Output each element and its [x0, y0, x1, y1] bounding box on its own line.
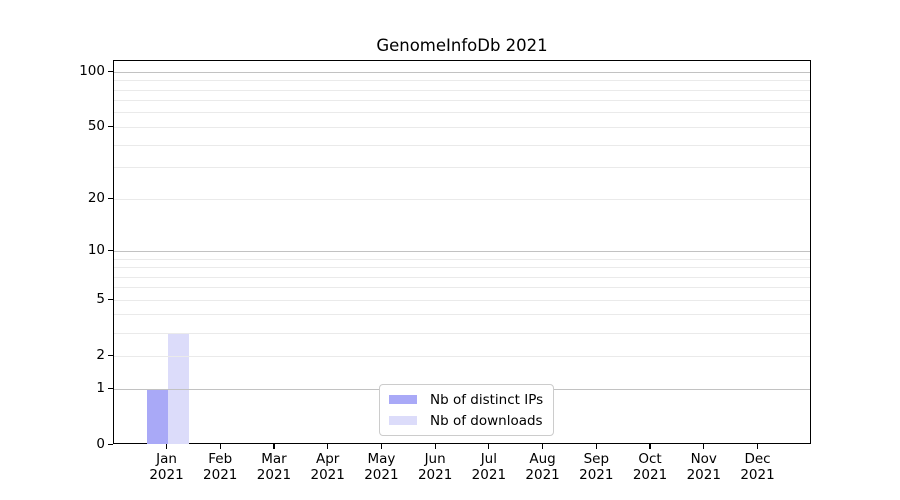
x-tick-mark-mar-2021 — [273, 444, 275, 449]
gridline-y-7 — [114, 276, 810, 278]
legend-swatch-distinct-ips — [389, 395, 417, 404]
y-tick-mark-10 — [108, 249, 113, 251]
y-tick-label-20: 20 — [87, 189, 105, 206]
legend-label-distinct-ips: Nb of distinct IPs — [430, 391, 544, 408]
y-tick-mark-20 — [108, 197, 113, 199]
x-tick-label-oct-2021: Oct 2021 — [632, 451, 668, 483]
gridline-y-60 — [114, 112, 810, 114]
y-tick-mark-50 — [108, 125, 113, 128]
x-tick-mark-may-2021 — [380, 444, 382, 449]
y-tick-label-50: 50 — [87, 117, 105, 134]
gridline-y-80 — [114, 89, 810, 91]
legend-entry-downloads: Nb of downloads — [389, 412, 543, 429]
x-tick-label-mar-2021: Mar 2021 — [256, 451, 292, 483]
chart-title: GenomeInfoDb 2021 — [376, 36, 548, 55]
gridline-y-3 — [114, 332, 810, 334]
gridline-y-30 — [114, 167, 810, 169]
gridline-y-50 — [114, 126, 810, 128]
gridline-y-90 — [114, 80, 810, 82]
y-tick-mark-2 — [108, 354, 113, 356]
x-tick-mark-apr-2021 — [327, 444, 329, 449]
plot-area: Nb of distinct IPs Nb of downloads — [113, 60, 811, 445]
x-tick-label-dec-2021: Dec 2021 — [740, 451, 775, 483]
x-tick-label-sep-2021: Sep 2021 — [579, 451, 614, 483]
legend-label-downloads: Nb of downloads — [430, 412, 543, 429]
y-tick-label-10: 10 — [87, 241, 105, 258]
x-tick-mark-jul-2021 — [488, 444, 490, 449]
x-tick-label-aug-2021: Aug 2021 — [525, 451, 560, 483]
x-tick-label-may-2021: May 2021 — [364, 451, 399, 483]
gridline-y-70 — [114, 100, 810, 102]
x-tick-label-jun-2021: Jun 2021 — [417, 451, 453, 483]
x-tick-label-nov-2021: Nov 2021 — [686, 451, 721, 483]
gridline-y-10 — [114, 250, 810, 252]
y-tick-mark-100 — [108, 70, 113, 72]
legend-swatch-downloads — [389, 416, 417, 425]
x-tick-mark-jun-2021 — [434, 444, 436, 449]
x-tick-mark-aug-2021 — [541, 444, 544, 449]
y-tick-label-5: 5 — [96, 290, 105, 307]
gridline-y-6 — [114, 287, 810, 289]
x-tick-label-feb-2021: Feb 2021 — [203, 451, 238, 483]
y-tick-label-1: 1 — [96, 379, 105, 396]
legend: Nb of distinct IPs Nb of downloads — [379, 384, 555, 436]
x-tick-mark-nov-2021 — [703, 444, 705, 449]
gridline-y-9 — [114, 258, 810, 260]
x-tick-label-jul-2021: Jul 2021 — [471, 451, 507, 483]
gridline-y-40 — [114, 144, 810, 146]
gridline-y-4 — [114, 314, 810, 316]
x-tick-mark-feb-2021 — [219, 444, 221, 449]
y-tick-label-2: 2 — [96, 346, 105, 363]
gridline-y-5 — [114, 299, 810, 301]
x-tick-mark-dec-2021 — [756, 444, 759, 449]
x-tick-mark-sep-2021 — [595, 444, 597, 449]
gridline-y-8 — [114, 267, 810, 268]
gridline-y-2 — [114, 355, 810, 357]
y-tick-mark-0 — [108, 443, 113, 445]
y-tick-mark-1 — [108, 387, 113, 389]
legend-entry-distinct-ips: Nb of distinct IPs — [389, 391, 543, 408]
gridlines-layer — [114, 61, 810, 443]
y-tick-label-100: 100 — [79, 62, 105, 79]
bar-nb-of-distinct-ips-jan-2021 — [146, 388, 168, 445]
x-tick-label-jan-2021: Jan 2021 — [149, 451, 184, 483]
x-tick-label-apr-2021: Apr 2021 — [310, 451, 345, 483]
gridline-y-20 — [114, 198, 810, 200]
x-tick-mark-jan-2021 — [165, 444, 168, 449]
y-tick-label-0: 0 — [96, 435, 105, 452]
x-tick-mark-oct-2021 — [649, 444, 651, 449]
gridline-y-100 — [114, 71, 810, 73]
y-tick-mark-5 — [108, 298, 113, 300]
